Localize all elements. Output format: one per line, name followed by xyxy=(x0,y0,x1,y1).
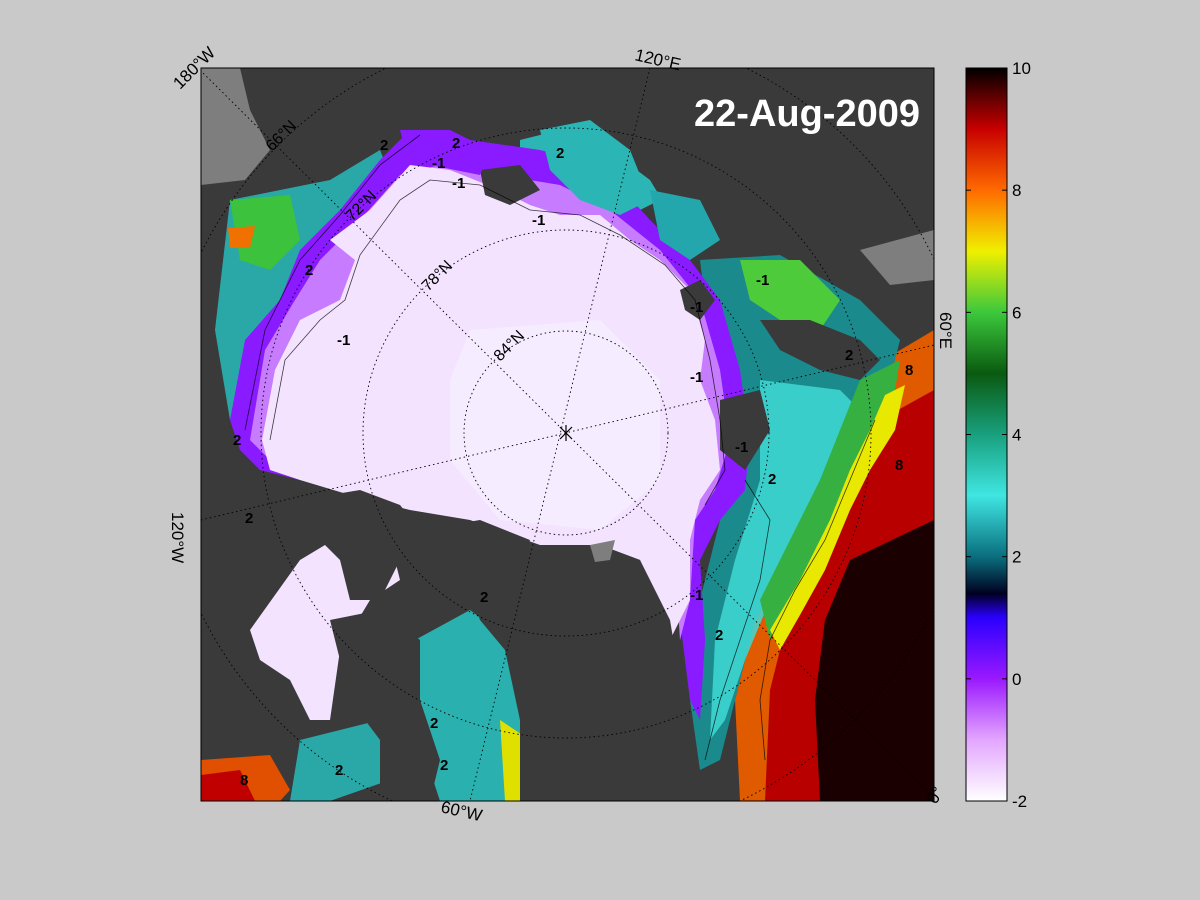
svalbard xyxy=(720,390,770,470)
north-kara-green xyxy=(740,260,840,330)
contour-label: 2 xyxy=(233,432,241,449)
contour-label: -1 xyxy=(452,175,465,192)
contour-label: 2 xyxy=(556,145,564,162)
lon-label-60e: 60°E xyxy=(936,312,955,349)
contour-label: -1 xyxy=(432,155,445,172)
latitude-circle-72 xyxy=(260,127,872,739)
land-ice xyxy=(201,68,934,562)
map-panel: -1 -1 -1 -1 -1 -1 -1 -1 -1 2 2 2 2 2 2 2… xyxy=(201,68,934,801)
contour-label: -1 xyxy=(690,369,703,386)
siberian-shelf-purple xyxy=(400,130,490,175)
contour-label: -1 xyxy=(337,332,350,349)
pole-marker xyxy=(559,425,573,441)
new-siberian-islands xyxy=(480,165,540,205)
contour-2b xyxy=(704,479,771,761)
kara-green-band xyxy=(760,360,900,640)
baffin-island xyxy=(330,610,440,801)
meridian-line-a xyxy=(201,70,933,797)
contour-label: 2 xyxy=(768,471,776,488)
land-ice-siberia xyxy=(860,230,934,285)
laptev-water xyxy=(650,190,720,260)
colorbar-tick-label: 10 xyxy=(1012,59,1031,78)
land-ice-alaska xyxy=(201,68,270,185)
graticule xyxy=(201,68,934,801)
contour-label: 2 xyxy=(380,137,388,154)
kara-yellow-band xyxy=(770,385,905,650)
siberia xyxy=(201,68,934,280)
land-masses xyxy=(201,68,934,801)
colorbar-tick-label: 0 xyxy=(1012,670,1021,689)
chukchi-green xyxy=(230,195,300,270)
lon-label-60w: 60°W xyxy=(439,797,484,825)
contour-label: 2 xyxy=(245,510,253,527)
colorbar: 10 8 6 4 2 0 -2 xyxy=(965,59,1031,811)
canadian-islands xyxy=(290,490,420,600)
ice-pole-region xyxy=(450,320,660,530)
contour-label: -1 xyxy=(756,272,769,289)
colorbar-gradient xyxy=(965,67,1008,802)
contour-minus1 xyxy=(269,179,726,506)
contour-label: 2 xyxy=(430,715,438,732)
contour-label: 2 xyxy=(845,347,853,364)
colorbar-ticks: 10 8 6 4 2 0 -2 xyxy=(966,59,1031,811)
contour-8 xyxy=(759,419,876,761)
contour-label: 2 xyxy=(335,762,343,779)
contour-lines xyxy=(244,134,876,761)
land-ice-greenland xyxy=(590,540,615,562)
date-title: 22-Aug-2009 xyxy=(694,93,920,135)
contour-label: 2 xyxy=(305,262,313,279)
chukchi-orange xyxy=(228,226,255,248)
baffin-bay-water xyxy=(415,610,525,801)
siberian-shelf-water xyxy=(540,120,650,215)
contour-label: 2 xyxy=(715,627,723,644)
contour-label: 8 xyxy=(895,457,903,474)
lon-label-120w: 120°W xyxy=(168,512,187,563)
contour-label: -1 xyxy=(735,439,748,456)
contour-label-group: -1 -1 -1 -1 -1 -1 -1 -1 -1 2 2 2 2 2 2 2… xyxy=(233,135,913,789)
contour-label: -1 xyxy=(690,587,703,604)
colorbar-tick-label: -2 xyxy=(1012,792,1027,811)
ellesmere xyxy=(400,520,530,610)
alaska-canada xyxy=(201,430,290,760)
colorbar-tick-label: 6 xyxy=(1012,303,1021,322)
contour-label: 8 xyxy=(905,362,913,379)
colorbar-tick-label: 2 xyxy=(1012,548,1021,567)
colorbar-tick-label: 4 xyxy=(1012,426,1021,445)
latitude-circle-78 xyxy=(362,229,770,637)
latitude-circle-84 xyxy=(463,330,669,536)
contour-2 xyxy=(244,134,421,431)
map-frame xyxy=(200,67,935,802)
greenland xyxy=(470,545,690,801)
contour-label: -1 xyxy=(532,212,545,229)
hudson-water xyxy=(290,720,390,801)
colorbar-tick-label: 8 xyxy=(1012,181,1021,200)
contour-label: 2 xyxy=(452,135,460,152)
warm-water-dark-band xyxy=(815,520,934,801)
bering-red xyxy=(201,770,255,801)
contour-label: 2 xyxy=(440,757,448,774)
contour-label: -1 xyxy=(690,299,703,316)
contour-label: 2 xyxy=(480,589,488,606)
franz-josef xyxy=(680,280,715,320)
contour-label: 8 xyxy=(240,772,248,789)
